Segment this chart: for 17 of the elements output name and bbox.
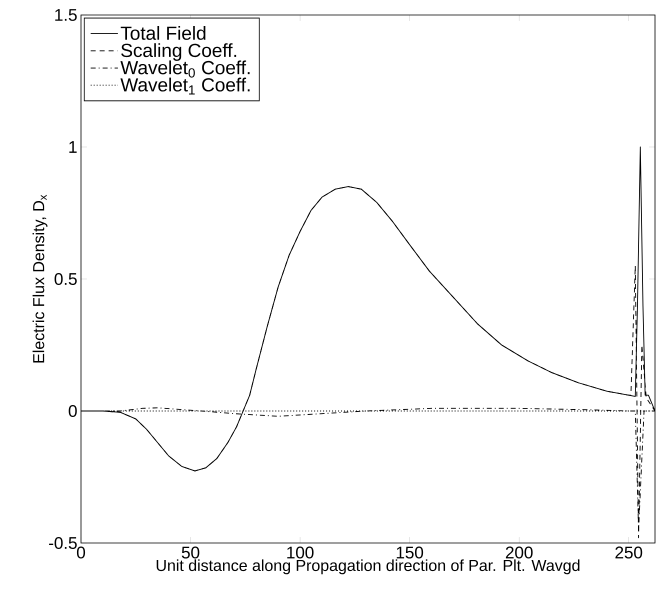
y-axis-title: Electric Flux Density, D$_{x}$ — [32, 194, 48, 363]
y-tick-label: 0 — [68, 405, 77, 417]
x-tick-label: 50 — [182, 546, 200, 559]
y-tick-label: 1 — [69, 141, 77, 153]
x-tick-label: 150 — [396, 546, 424, 559]
x-tick-label: 0 — [76, 546, 86, 559]
legend-label: Scaling Coeff. — [121, 43, 236, 61]
y-tick-label: 1.5 — [55, 9, 77, 21]
x-tick-label: 200 — [506, 546, 533, 559]
legend-label: Total Field — [120, 26, 206, 40]
x-tick-label: 250 — [615, 546, 642, 559]
legend-label: Wavelet$_{0}$ Coeff. — [120, 60, 250, 78]
legend-label: Wavelet$_{1}$ Coeff. — [120, 78, 250, 95]
x-tick-label: 100 — [287, 546, 314, 559]
x-axis-title: Unit distance along Propagation direction of Par. Plt. Wavgd — [156, 559, 580, 574]
y-tick-label: 0.5 — [54, 273, 77, 285]
y-tick-label: -0.5 — [49, 537, 77, 550]
